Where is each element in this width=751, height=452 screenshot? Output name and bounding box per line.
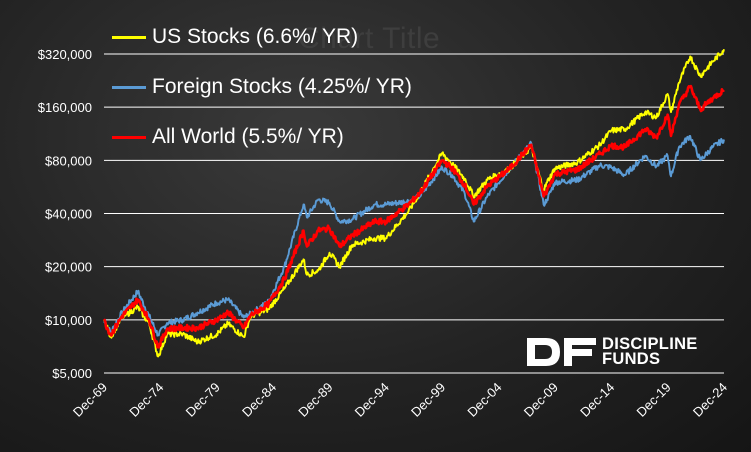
- legend-label-foreign: Foreign Stocks (4.25%/ YR): [152, 75, 412, 98]
- series-line: [103, 134, 725, 337]
- discipline-funds-logo: DISCIPLINE FUNDS: [524, 336, 698, 368]
- logo-line-2: FUNDS: [602, 350, 661, 368]
- x-tick-label: Dec-09: [521, 380, 561, 420]
- x-axis-labels: Dec-69 Dec-74 Dec-79 Dec-84 Dec-89 Dec-94 Dec-…: [70, 380, 730, 420]
- x-tick-label: Dec-84: [239, 380, 279, 420]
- legend-item-us: US Stocks (6.6%/ YR): [112, 12, 412, 62]
- chart-background-title: Chart Title: [298, 22, 441, 55]
- y-tick-label: $40,000: [45, 207, 92, 222]
- x-tick-label: Dec-89: [295, 380, 335, 420]
- y-tick-label: $320,000: [38, 47, 92, 62]
- df-logo-icon: [527, 338, 596, 366]
- y-tick-label: $80,000: [45, 153, 92, 168]
- y-tick-label: $20,000: [45, 260, 92, 275]
- y-tick-label: $10,000: [45, 313, 92, 328]
- y-axis-labels: $5,000 $10,000 $20,000 $40,000 $80,000 $160,0…: [38, 47, 92, 381]
- legend-label-world: All World (5.5%/ YR): [152, 125, 344, 148]
- x-tick-label: Dec-69: [70, 380, 110, 420]
- legend: US Stocks (6.6%/ YR) Foreign Stocks (4.2…: [112, 12, 412, 162]
- series-layer: [103, 49, 725, 358]
- series-line: [103, 49, 725, 358]
- x-tick-label: Dec-19: [634, 380, 674, 420]
- logo-line-1: DISCIPLINE: [602, 335, 698, 353]
- y-tick-label: $160,000: [38, 100, 92, 115]
- x-tick-label: Dec-94: [352, 380, 392, 420]
- x-tick-label: Dec-79: [183, 380, 223, 420]
- legend-swatch-foreign: [112, 85, 146, 89]
- x-tick-label: Dec-24: [690, 380, 730, 420]
- series-line: [103, 84, 725, 349]
- x-tick-label: Dec-99: [408, 380, 448, 420]
- y-tick-label: $5,000: [52, 366, 92, 381]
- legend-swatch-world: [112, 135, 146, 139]
- x-tick-label: Dec-04: [464, 380, 504, 420]
- legend-item-foreign: Foreign Stocks (4.25%/ YR): [112, 62, 412, 112]
- legend-label-us: US Stocks (6.6%/ YR): [152, 25, 359, 48]
- legend-item-world: All World (5.5%/ YR): [112, 112, 412, 162]
- x-tick-label: Dec-14: [577, 380, 617, 420]
- legend-swatch-us: [112, 35, 146, 39]
- grid-layer: [104, 53, 724, 374]
- x-tick-label: Dec-74: [126, 380, 166, 420]
- logo-text: DISCIPLINE FUNDS: [602, 335, 698, 368]
